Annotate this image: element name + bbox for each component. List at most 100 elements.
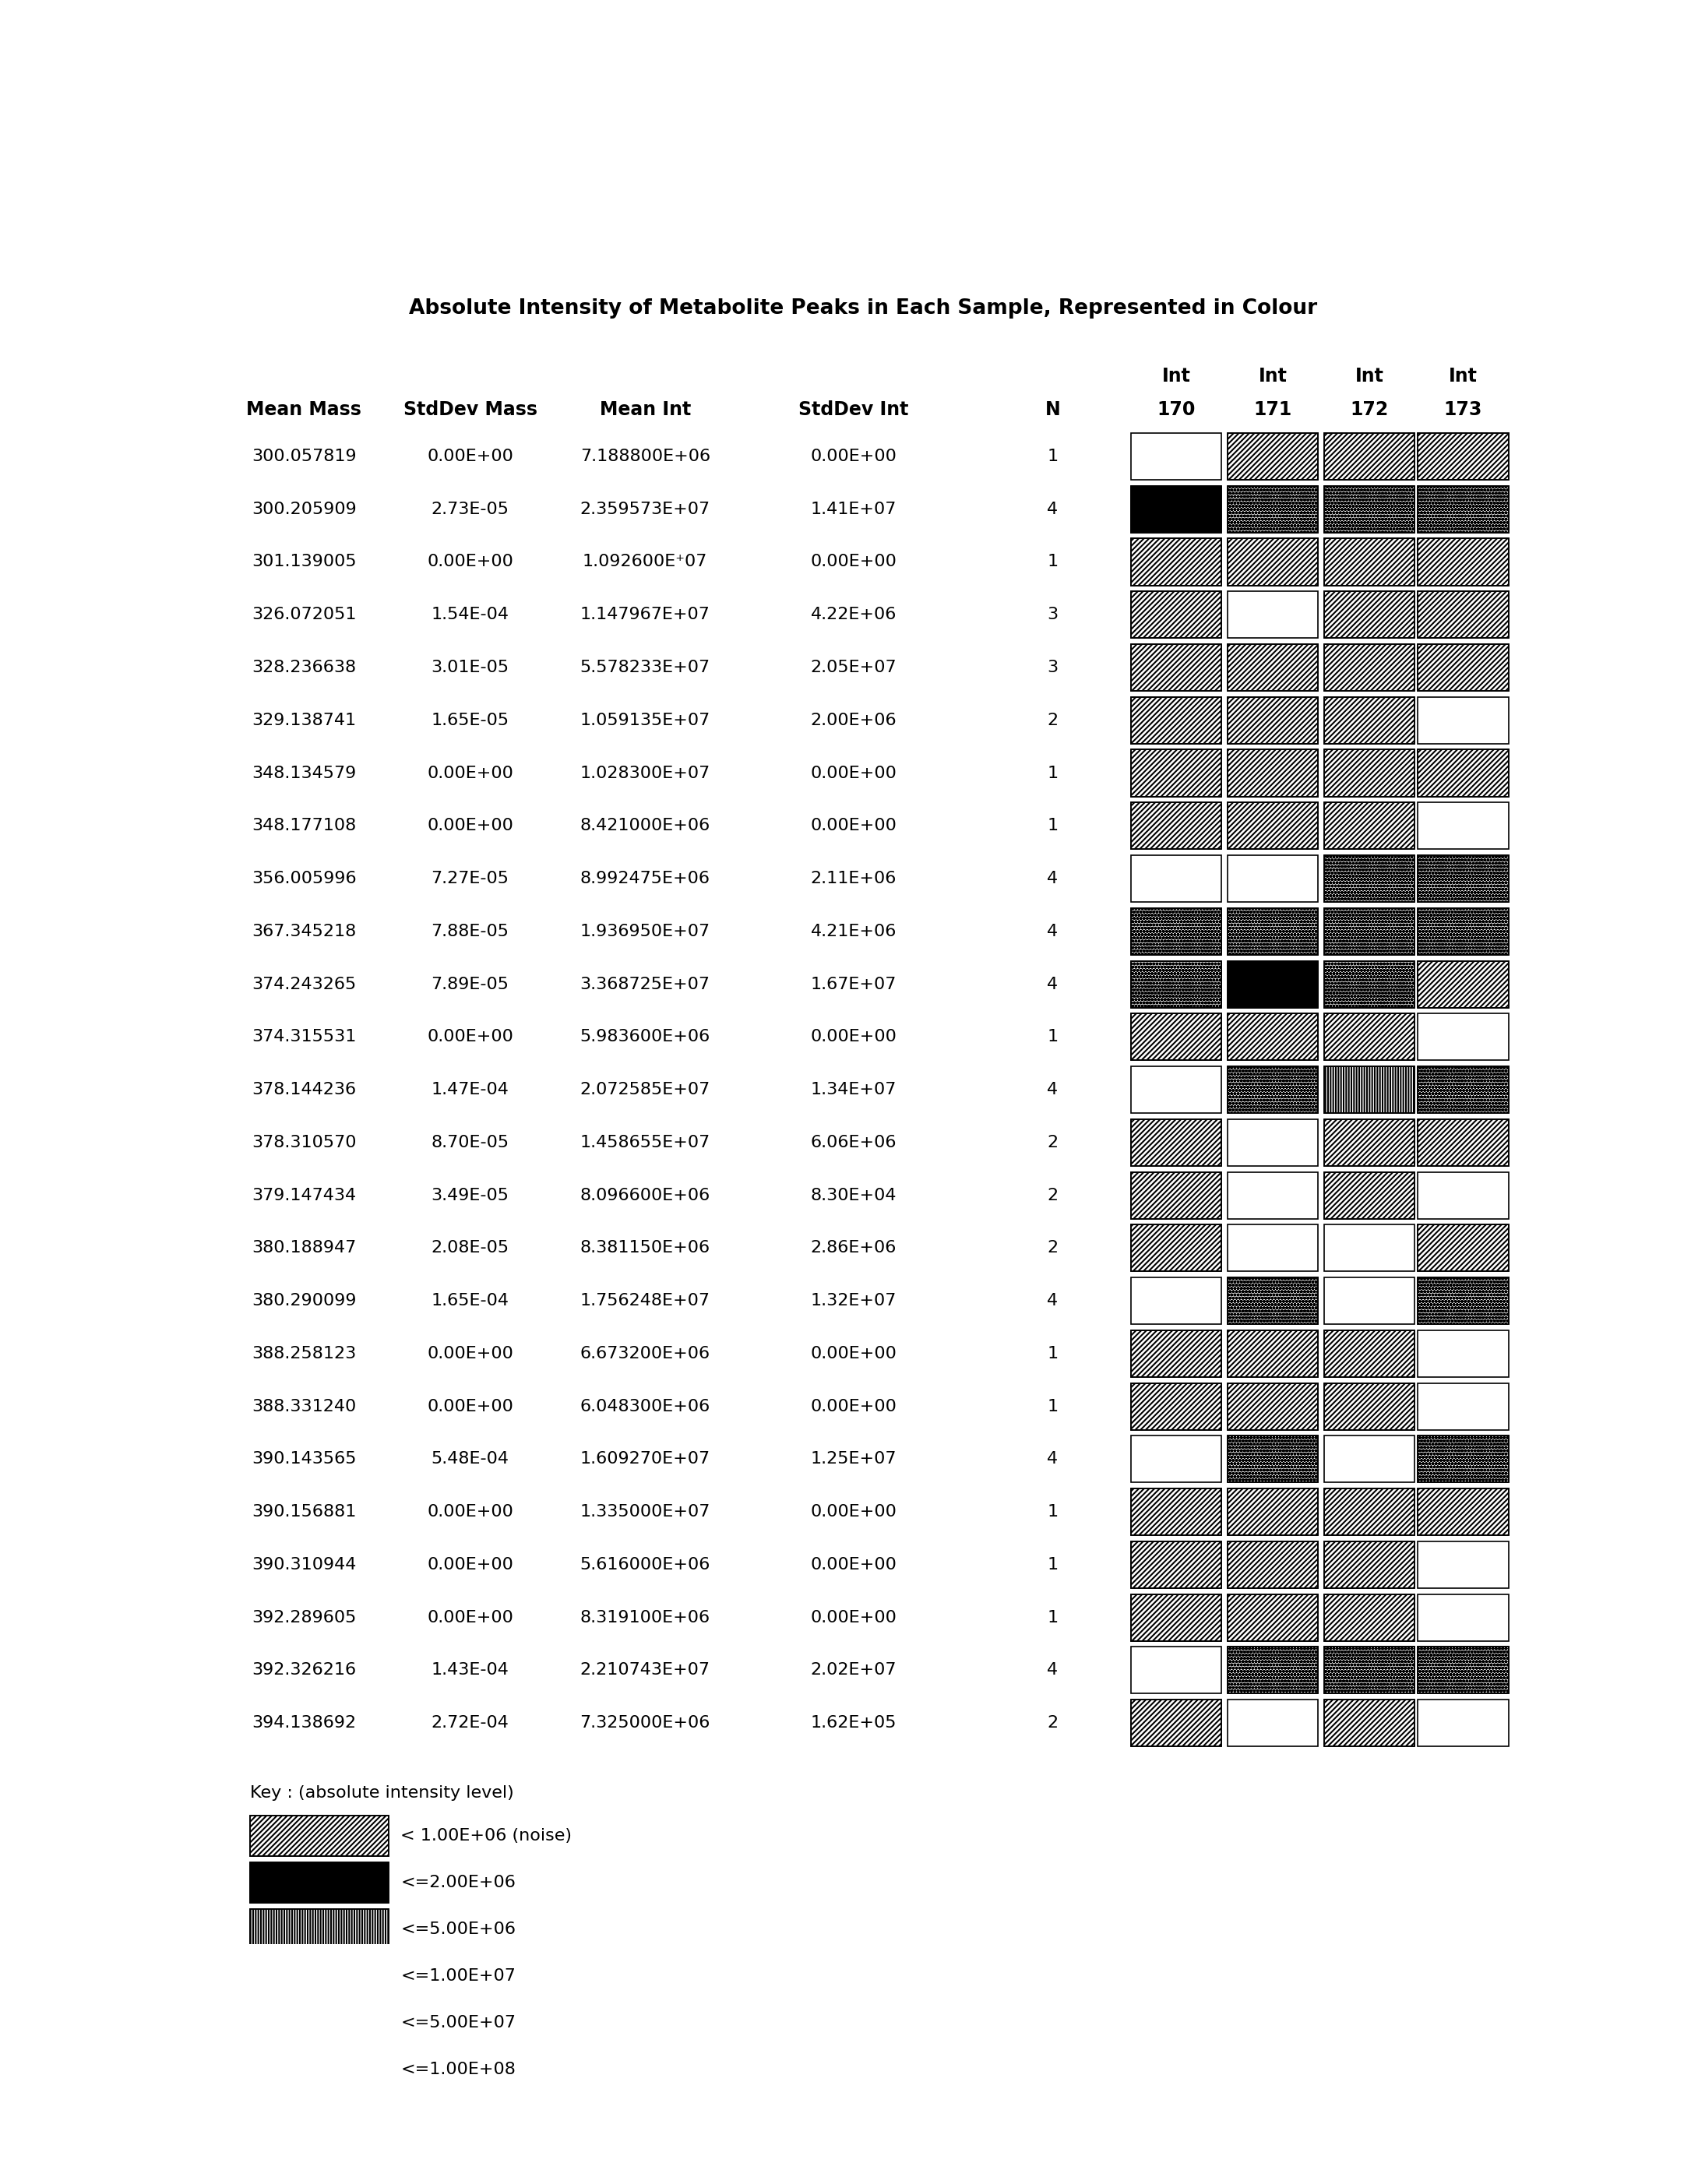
Text: <=1.00E+08: <=1.00E+08 <box>401 2062 515 2077</box>
Bar <box>1132 909 1221 954</box>
Text: 1.41E+07: 1.41E+07 <box>810 502 896 518</box>
Bar <box>249 1815 389 1856</box>
Text: 1.32E+07: 1.32E+07 <box>810 1293 896 1308</box>
Text: 1: 1 <box>1047 448 1058 465</box>
Text: 7.88E-05: 7.88E-05 <box>431 924 509 939</box>
Bar <box>249 1909 389 1950</box>
Bar <box>1228 1435 1319 1483</box>
Text: 3.49E-05: 3.49E-05 <box>431 1188 509 1203</box>
Bar <box>1228 1330 1319 1376</box>
Bar <box>1418 644 1509 690</box>
Text: 0.00E+00: 0.00E+00 <box>426 448 514 465</box>
Bar <box>1228 1542 1319 1588</box>
Bar <box>1132 749 1221 797</box>
Bar <box>1324 961 1415 1007</box>
Text: N: N <box>1044 400 1061 419</box>
Bar <box>1132 802 1221 850</box>
Bar <box>1228 432 1319 480</box>
Bar <box>1132 485 1221 533</box>
Bar <box>1418 961 1509 1007</box>
Bar <box>1324 1173 1415 1219</box>
Bar <box>1132 697 1221 745</box>
Bar <box>1228 1066 1319 1114</box>
Text: 173: 173 <box>1443 400 1482 419</box>
Bar <box>1228 1435 1319 1483</box>
Bar <box>1418 909 1509 954</box>
Text: 0.00E+00: 0.00E+00 <box>810 1610 896 1625</box>
Bar <box>1418 1225 1509 1271</box>
Bar <box>1228 1435 1319 1483</box>
Bar <box>1228 1278 1319 1324</box>
Bar <box>249 1909 389 1950</box>
Text: 2.359573E+07: 2.359573E+07 <box>579 502 711 518</box>
Bar <box>1228 539 1319 585</box>
Bar <box>1418 592 1509 638</box>
Text: 380.188947: 380.188947 <box>253 1241 357 1256</box>
Text: 1.028300E+07: 1.028300E+07 <box>579 764 711 782</box>
Bar <box>1132 485 1221 533</box>
Bar <box>1132 1013 1221 1061</box>
Text: 0.00E+00: 0.00E+00 <box>810 819 896 834</box>
Text: 2.11E+06: 2.11E+06 <box>810 871 896 887</box>
Bar <box>1132 1699 1221 1747</box>
Bar <box>1324 1647 1415 1693</box>
Text: 2: 2 <box>1047 1714 1058 1732</box>
Bar <box>1228 909 1319 954</box>
Text: 3.01E-05: 3.01E-05 <box>431 660 509 675</box>
Bar <box>1418 1013 1509 1061</box>
Bar <box>1228 1542 1319 1588</box>
Text: 374.243265: 374.243265 <box>253 976 357 992</box>
Text: 2.02E+07: 2.02E+07 <box>810 1662 896 1677</box>
Text: 4.22E+06: 4.22E+06 <box>810 607 896 622</box>
Bar <box>1132 1013 1221 1061</box>
Text: 1: 1 <box>1047 819 1058 834</box>
Text: Mean Int: Mean Int <box>600 400 690 419</box>
Bar <box>1132 539 1221 585</box>
Bar <box>1228 749 1319 797</box>
Bar <box>1324 539 1415 585</box>
Text: 379.147434: 379.147434 <box>253 1188 357 1203</box>
Text: 2.08E-05: 2.08E-05 <box>431 1241 509 1256</box>
Bar <box>1228 697 1319 745</box>
Bar <box>1418 1225 1509 1271</box>
Bar <box>1324 1330 1415 1376</box>
Text: 2: 2 <box>1047 1241 1058 1256</box>
Text: 1: 1 <box>1047 1398 1058 1415</box>
Text: 0.00E+00: 0.00E+00 <box>810 1345 896 1361</box>
Bar <box>1228 1013 1319 1061</box>
Bar <box>1418 485 1509 533</box>
Bar <box>1324 697 1415 745</box>
Bar <box>1418 1594 1509 1640</box>
Text: 0.00E+00: 0.00E+00 <box>810 1557 896 1572</box>
Bar <box>1228 1489 1319 1535</box>
Bar <box>1324 1066 1415 1114</box>
Text: 5.48E-04: 5.48E-04 <box>431 1452 509 1468</box>
Bar <box>1132 1647 1221 1693</box>
Bar <box>1228 1013 1319 1061</box>
Bar <box>1324 1647 1415 1693</box>
Bar <box>1418 644 1509 690</box>
Bar <box>1418 1066 1509 1114</box>
Bar <box>1418 961 1509 1007</box>
Text: 1.609270E+07: 1.609270E+07 <box>579 1452 711 1468</box>
Bar <box>1324 1013 1415 1061</box>
Bar <box>1418 1489 1509 1535</box>
Bar <box>1228 1278 1319 1324</box>
Bar <box>1228 1647 1319 1693</box>
Text: 2.05E+07: 2.05E+07 <box>810 660 896 675</box>
Bar <box>1228 1594 1319 1640</box>
Bar <box>1228 802 1319 850</box>
Text: 2: 2 <box>1047 712 1058 727</box>
Text: 367.345218: 367.345218 <box>253 924 357 939</box>
Bar <box>1132 856 1221 902</box>
Bar <box>249 2049 389 2090</box>
Bar <box>1324 644 1415 690</box>
Bar <box>1324 1066 1415 1114</box>
Bar <box>1324 1699 1415 1747</box>
Bar <box>1324 697 1415 745</box>
Bar <box>1228 1647 1319 1693</box>
Text: 300.205909: 300.205909 <box>251 502 357 518</box>
Text: 1.62E+05: 1.62E+05 <box>810 1714 896 1732</box>
Bar <box>1418 749 1509 797</box>
Bar <box>1228 1699 1319 1747</box>
